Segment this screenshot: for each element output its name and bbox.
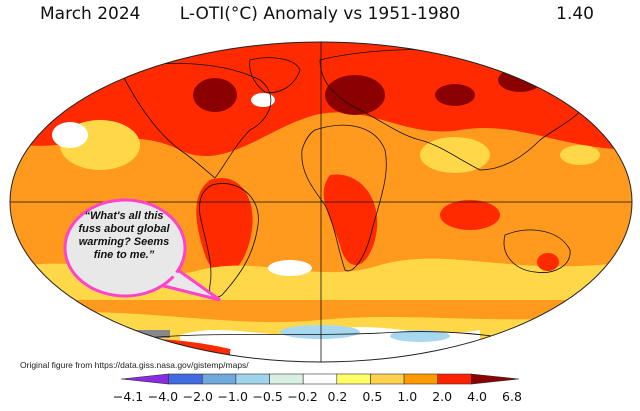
- warm-australia-spot: [537, 253, 559, 271]
- colorbar-swatch: [168, 373, 203, 385]
- speech-bubble: [63, 198, 221, 302]
- speech-bubble-join: [166, 267, 187, 284]
- north-america-outline: [119, 63, 272, 179]
- colorbar-swatch: [269, 373, 304, 385]
- colorbar-swatch: [201, 373, 237, 385]
- cool-south-atlantic: [268, 260, 312, 276]
- africa-warm: [323, 174, 378, 265]
- colorbar-tick-label: −4.1: [112, 389, 144, 404]
- hotspot-canada: [193, 78, 237, 112]
- colorbar-swatch: [120, 373, 169, 385]
- cool-greenland-spot: [251, 93, 275, 107]
- colorbar-swatch: [302, 373, 338, 385]
- colorbar-tick-label: −0.5: [252, 389, 283, 404]
- colorbar-tick-label: 2.0: [432, 389, 453, 404]
- australia-outline: [503, 229, 571, 273]
- colorbar-tick-label: 1.0: [397, 389, 418, 404]
- hotspot-europe: [325, 75, 385, 115]
- colorbar-tick-label: 0.5: [362, 389, 383, 404]
- colorbar-tick-label: −2.0: [182, 389, 213, 404]
- colorbar-swatch: [370, 373, 405, 385]
- colorbar-swatch: [403, 373, 439, 385]
- northern-warm-region: [10, 42, 632, 156]
- map-date: March 2024: [40, 4, 141, 24]
- greenland-outline: [249, 57, 301, 93]
- antarctic-cold-1: [280, 325, 360, 339]
- speech-bubble-text: “What's all this fuss about global warmi…: [78, 210, 170, 261]
- colorbar-labels: −4.1 −4.0 −2.0 −1.0 −0.5 −0.2 0.2 0.5 1.0 2.0 4.0 6…: [0, 389, 640, 407]
- source-credit: Original figure from https://data.giss.n…: [20, 360, 249, 370]
- africa-outline: [301, 124, 387, 272]
- colorbar: [120, 373, 520, 385]
- colorbar-swatch: [471, 373, 520, 385]
- colorbar-tick-label: −1.0: [217, 389, 248, 404]
- colorbar-tick-label: −0.2: [287, 389, 318, 404]
- colorbar-swatch: [235, 373, 270, 385]
- mild-asia: [420, 137, 490, 173]
- colorbar-tick-label: −4.0: [147, 389, 179, 404]
- hotspot-siberia: [435, 84, 475, 106]
- colorbar-swatch: [437, 373, 472, 385]
- colorbar-tick-label: 4.0: [467, 389, 488, 404]
- colorbar-tick-label: 6.8: [502, 389, 522, 404]
- globe-border: [9, 41, 633, 363]
- southern-mild-band: [10, 258, 632, 300]
- colorbar-tick-label: 0.2: [327, 389, 348, 404]
- antarctica-outline: [129, 331, 521, 341]
- map-title: L-OTI(°C) Anomaly vs 1951-1980: [179, 4, 461, 24]
- mild-north-pacific: [560, 145, 600, 165]
- global-mean-value: 1.40: [556, 4, 594, 24]
- antarctic-cold-2: [390, 330, 450, 342]
- hotspot-east-siberia: [498, 68, 542, 92]
- speech-bubble-body: [63, 198, 187, 298]
- indian-ocean-warm: [440, 200, 500, 230]
- colorbar-swatch: [336, 373, 371, 385]
- cool-pacific-spot: [52, 122, 88, 148]
